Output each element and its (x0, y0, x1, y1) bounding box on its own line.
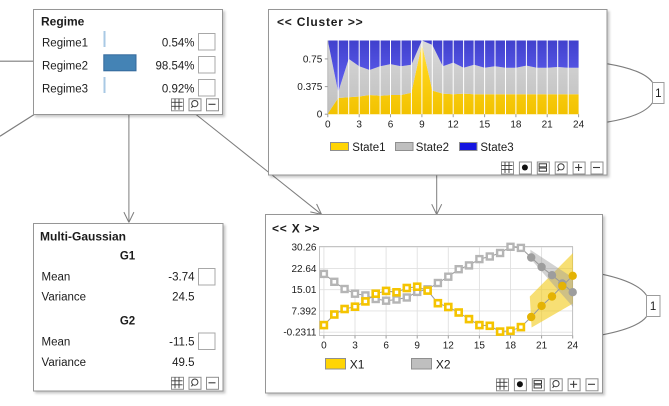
svg-text:Regime1: Regime1 (42, 37, 88, 49)
svg-text:State1: State1 (352, 142, 385, 154)
svg-text:State2: State2 (416, 142, 449, 154)
svg-text:0.92%: 0.92% (162, 83, 195, 95)
svg-text:G2: G2 (120, 316, 135, 328)
svg-text:6: 6 (383, 341, 389, 352)
svg-text:0.75: 0.75 (303, 54, 323, 65)
svg-text:Mean: Mean (42, 336, 71, 348)
svg-text:3: 3 (352, 341, 358, 352)
svg-text:15: 15 (474, 341, 486, 352)
svg-text:18: 18 (510, 120, 522, 131)
svg-text:1: 1 (650, 301, 656, 313)
svg-text:21: 21 (536, 341, 548, 352)
svg-text:Variance: Variance (42, 357, 87, 369)
svg-text:1: 1 (655, 88, 661, 100)
svg-text:0: 0 (325, 120, 331, 131)
svg-text:X1: X1 (350, 357, 365, 371)
svg-text:State3: State3 (480, 142, 513, 154)
svg-text:Multi-Gaussian: Multi-Gaussian (40, 230, 126, 244)
svg-text:0.375: 0.375 (297, 82, 322, 93)
svg-text:15: 15 (479, 120, 491, 131)
svg-text:0.54%: 0.54% (162, 37, 195, 49)
svg-text:9: 9 (419, 120, 425, 131)
svg-text:7.392: 7.392 (291, 306, 316, 317)
svg-text:Variance: Variance (42, 292, 87, 304)
svg-text:3: 3 (356, 120, 362, 131)
svg-text:6: 6 (388, 120, 394, 131)
svg-text:49.5: 49.5 (172, 357, 194, 369)
svg-text:Regime: Regime (41, 15, 85, 29)
svg-text:22.64: 22.64 (291, 264, 316, 275)
svg-text:9: 9 (414, 341, 420, 352)
svg-text:Regime2: Regime2 (42, 60, 88, 72)
svg-text:Regime3: Regime3 (42, 83, 88, 95)
svg-text:Mean: Mean (42, 272, 71, 284)
svg-text:18: 18 (505, 341, 517, 352)
svg-text:30.26: 30.26 (291, 243, 316, 254)
svg-text:24: 24 (573, 120, 585, 131)
svg-text:G1: G1 (120, 250, 136, 262)
svg-text:<< X >>: << X >> (272, 222, 320, 236)
svg-text:-11.5: -11.5 (169, 336, 194, 348)
svg-text:0: 0 (321, 341, 327, 352)
svg-text:-0.2311: -0.2311 (283, 328, 317, 339)
svg-text:0: 0 (317, 110, 323, 121)
svg-text:21: 21 (542, 120, 554, 131)
svg-text:98.54%: 98.54% (155, 60, 194, 72)
svg-text:X2: X2 (436, 357, 451, 371)
svg-text:12: 12 (443, 341, 455, 352)
svg-text:24: 24 (567, 341, 579, 352)
svg-text:12: 12 (448, 120, 460, 131)
svg-text:24.5: 24.5 (172, 292, 194, 304)
svg-text:15.01: 15.01 (291, 285, 316, 296)
svg-text:-3.74: -3.74 (168, 272, 195, 284)
svg-text:<< Cluster >>: << Cluster >> (277, 15, 363, 29)
